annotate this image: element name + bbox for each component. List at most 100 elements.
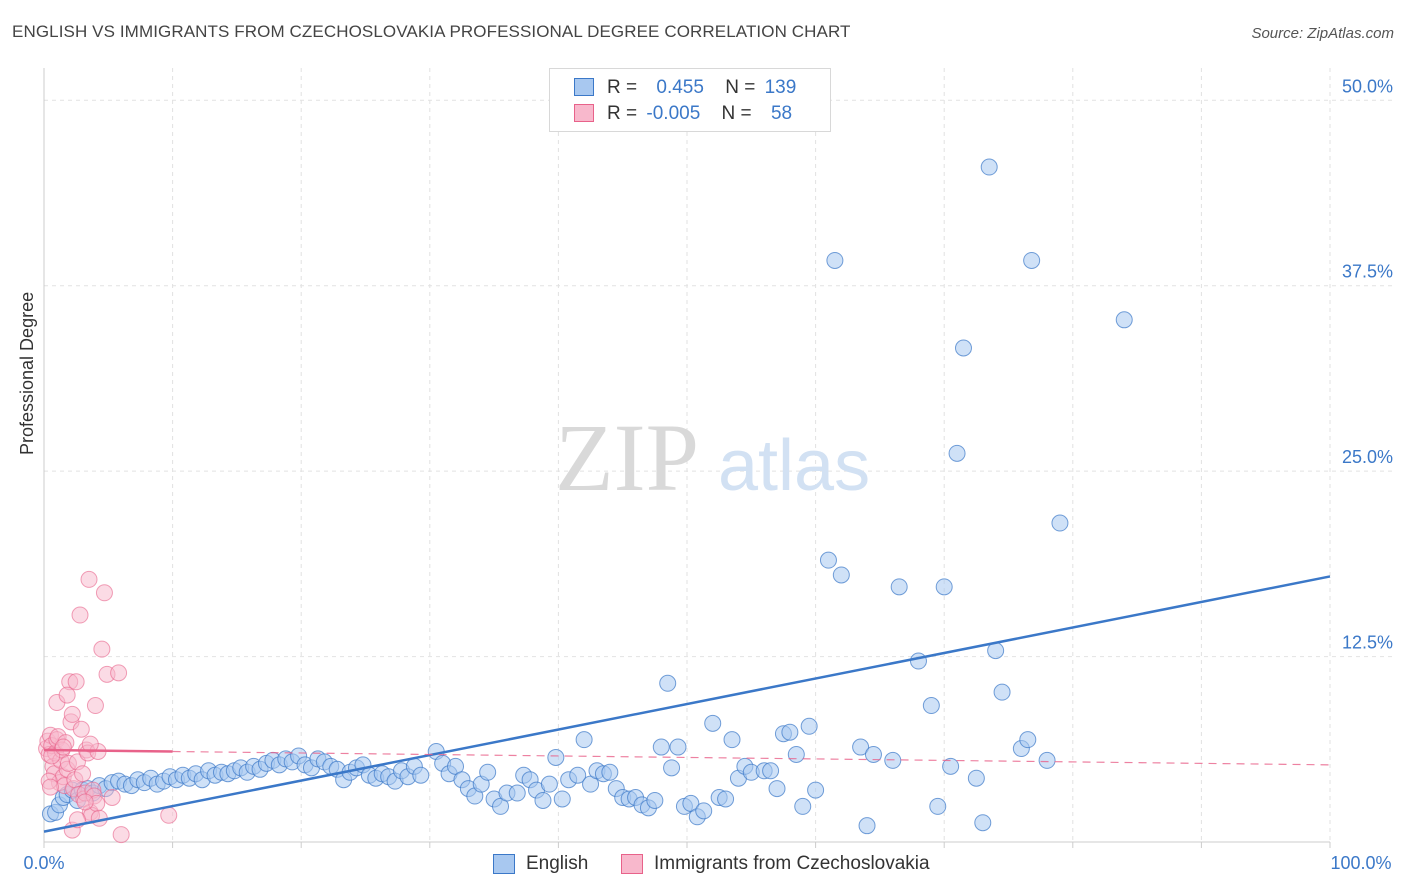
legend-r-value-czech: -0.005 (646, 103, 701, 124)
czech-point (93, 640, 111, 658)
english-point (787, 745, 805, 763)
english-point (935, 578, 953, 596)
english-point (768, 780, 786, 798)
czech-point (110, 664, 128, 682)
watermark-zip: ZIP (555, 404, 699, 511)
czech-point (43, 747, 61, 765)
czech-point (63, 705, 81, 723)
czech-trend-line (43, 748, 173, 753)
english-point (601, 763, 619, 781)
y-tick-label: 37.5% (1342, 262, 1393, 282)
english-point (569, 766, 587, 784)
y-tick-label: 50.0% (1342, 76, 1393, 96)
english-point (974, 814, 992, 832)
english-point (993, 683, 1011, 701)
czech-point (76, 793, 94, 811)
english-point (1019, 731, 1037, 749)
english-point (547, 748, 565, 766)
legend-text-english: R = 0.455 N = 139 (607, 77, 796, 99)
czech-point (71, 606, 89, 624)
english-point (762, 762, 780, 780)
bottom-swatch-czech (621, 854, 643, 874)
english-point (723, 731, 741, 749)
english-point (942, 757, 960, 775)
czech-point (80, 570, 98, 588)
correlation-legend: R = 0.455 N = 139 R = -0.005 N = 58 (549, 68, 831, 132)
english-point (819, 551, 837, 569)
english-point (794, 797, 812, 815)
czech-point (54, 738, 72, 756)
czech-trend-line-dashed (172, 750, 1331, 766)
czech-point (74, 765, 92, 783)
bottom-swatch-english (493, 854, 515, 874)
watermark-atlas: atlas (718, 426, 870, 506)
czech-point (72, 720, 90, 738)
english-point (717, 790, 735, 808)
english-point (929, 797, 947, 815)
y-tick-label: 12.5% (1342, 633, 1393, 653)
english-point (534, 791, 552, 809)
english-point (695, 802, 713, 820)
english-point (832, 566, 850, 584)
czech-point (67, 673, 85, 691)
czech-point (160, 806, 178, 824)
czech-point (112, 826, 130, 844)
english-point (646, 791, 664, 809)
legend-text-czech: R = -0.005 N = 58 (607, 103, 792, 125)
english-point (508, 784, 526, 802)
y-axis-label: Professional Degree (17, 291, 37, 455)
legend-n-value-czech: 58 (770, 103, 793, 124)
english-point (807, 781, 825, 799)
legend-r-label-czech: R = (607, 103, 638, 124)
english-trend-line (43, 575, 1331, 833)
legend-n-label-english: N = (725, 77, 756, 98)
english-points (41, 111, 1133, 835)
english-point (652, 738, 670, 756)
english-point (1051, 514, 1069, 532)
legend-r-label-english: R = (607, 77, 638, 98)
english-point (954, 339, 972, 357)
tick-labels: 12.5% 25.0% 37.5% 50.0% 0.0% 100.0% (23, 76, 1393, 873)
english-point (781, 723, 799, 741)
english-point (540, 775, 558, 793)
bottom-legend-label-english: English (526, 853, 589, 874)
english-point (852, 738, 870, 756)
grid-lines (44, 68, 1392, 842)
english-point (890, 578, 908, 596)
czech-point (103, 788, 121, 806)
english-point (1038, 751, 1056, 769)
y-tick-label: 25.0% (1342, 447, 1393, 467)
english-point (663, 759, 681, 777)
english-point (826, 251, 844, 269)
english-point (412, 766, 430, 784)
trend-lines (43, 575, 1331, 833)
czech-point (41, 778, 59, 796)
legend-n-label-czech: N = (721, 103, 752, 124)
english-point (967, 769, 985, 787)
english-point (858, 817, 876, 835)
czech-point (81, 735, 99, 753)
legend-swatch-czech (574, 104, 594, 122)
english-point (800, 717, 818, 735)
x-tick-label-min: 0.0% (23, 853, 64, 873)
english-point (948, 444, 966, 462)
english-point (864, 745, 882, 763)
czech-points (38, 570, 178, 844)
english-point (479, 763, 497, 781)
legend-n-value-english: 139 (764, 77, 797, 98)
legend-r-value-english: 0.455 (656, 77, 704, 98)
english-point (669, 738, 687, 756)
czech-point (58, 686, 76, 704)
legend-swatch-english (574, 78, 594, 96)
english-point (659, 674, 677, 692)
chart-title: ENGLISH VS IMMIGRANTS FROM CZECHOSLOVAKI… (12, 22, 851, 41)
czech-point (95, 584, 113, 602)
english-point (704, 714, 722, 732)
bottom-legend-label-czech: Immigrants from Czechoslovakia (654, 853, 930, 874)
english-point (980, 158, 998, 176)
english-point (553, 790, 571, 808)
source-label: Source: ZipAtlas.com (1251, 25, 1394, 42)
english-point (922, 697, 940, 715)
watermark: ZIP atlas (555, 404, 870, 511)
